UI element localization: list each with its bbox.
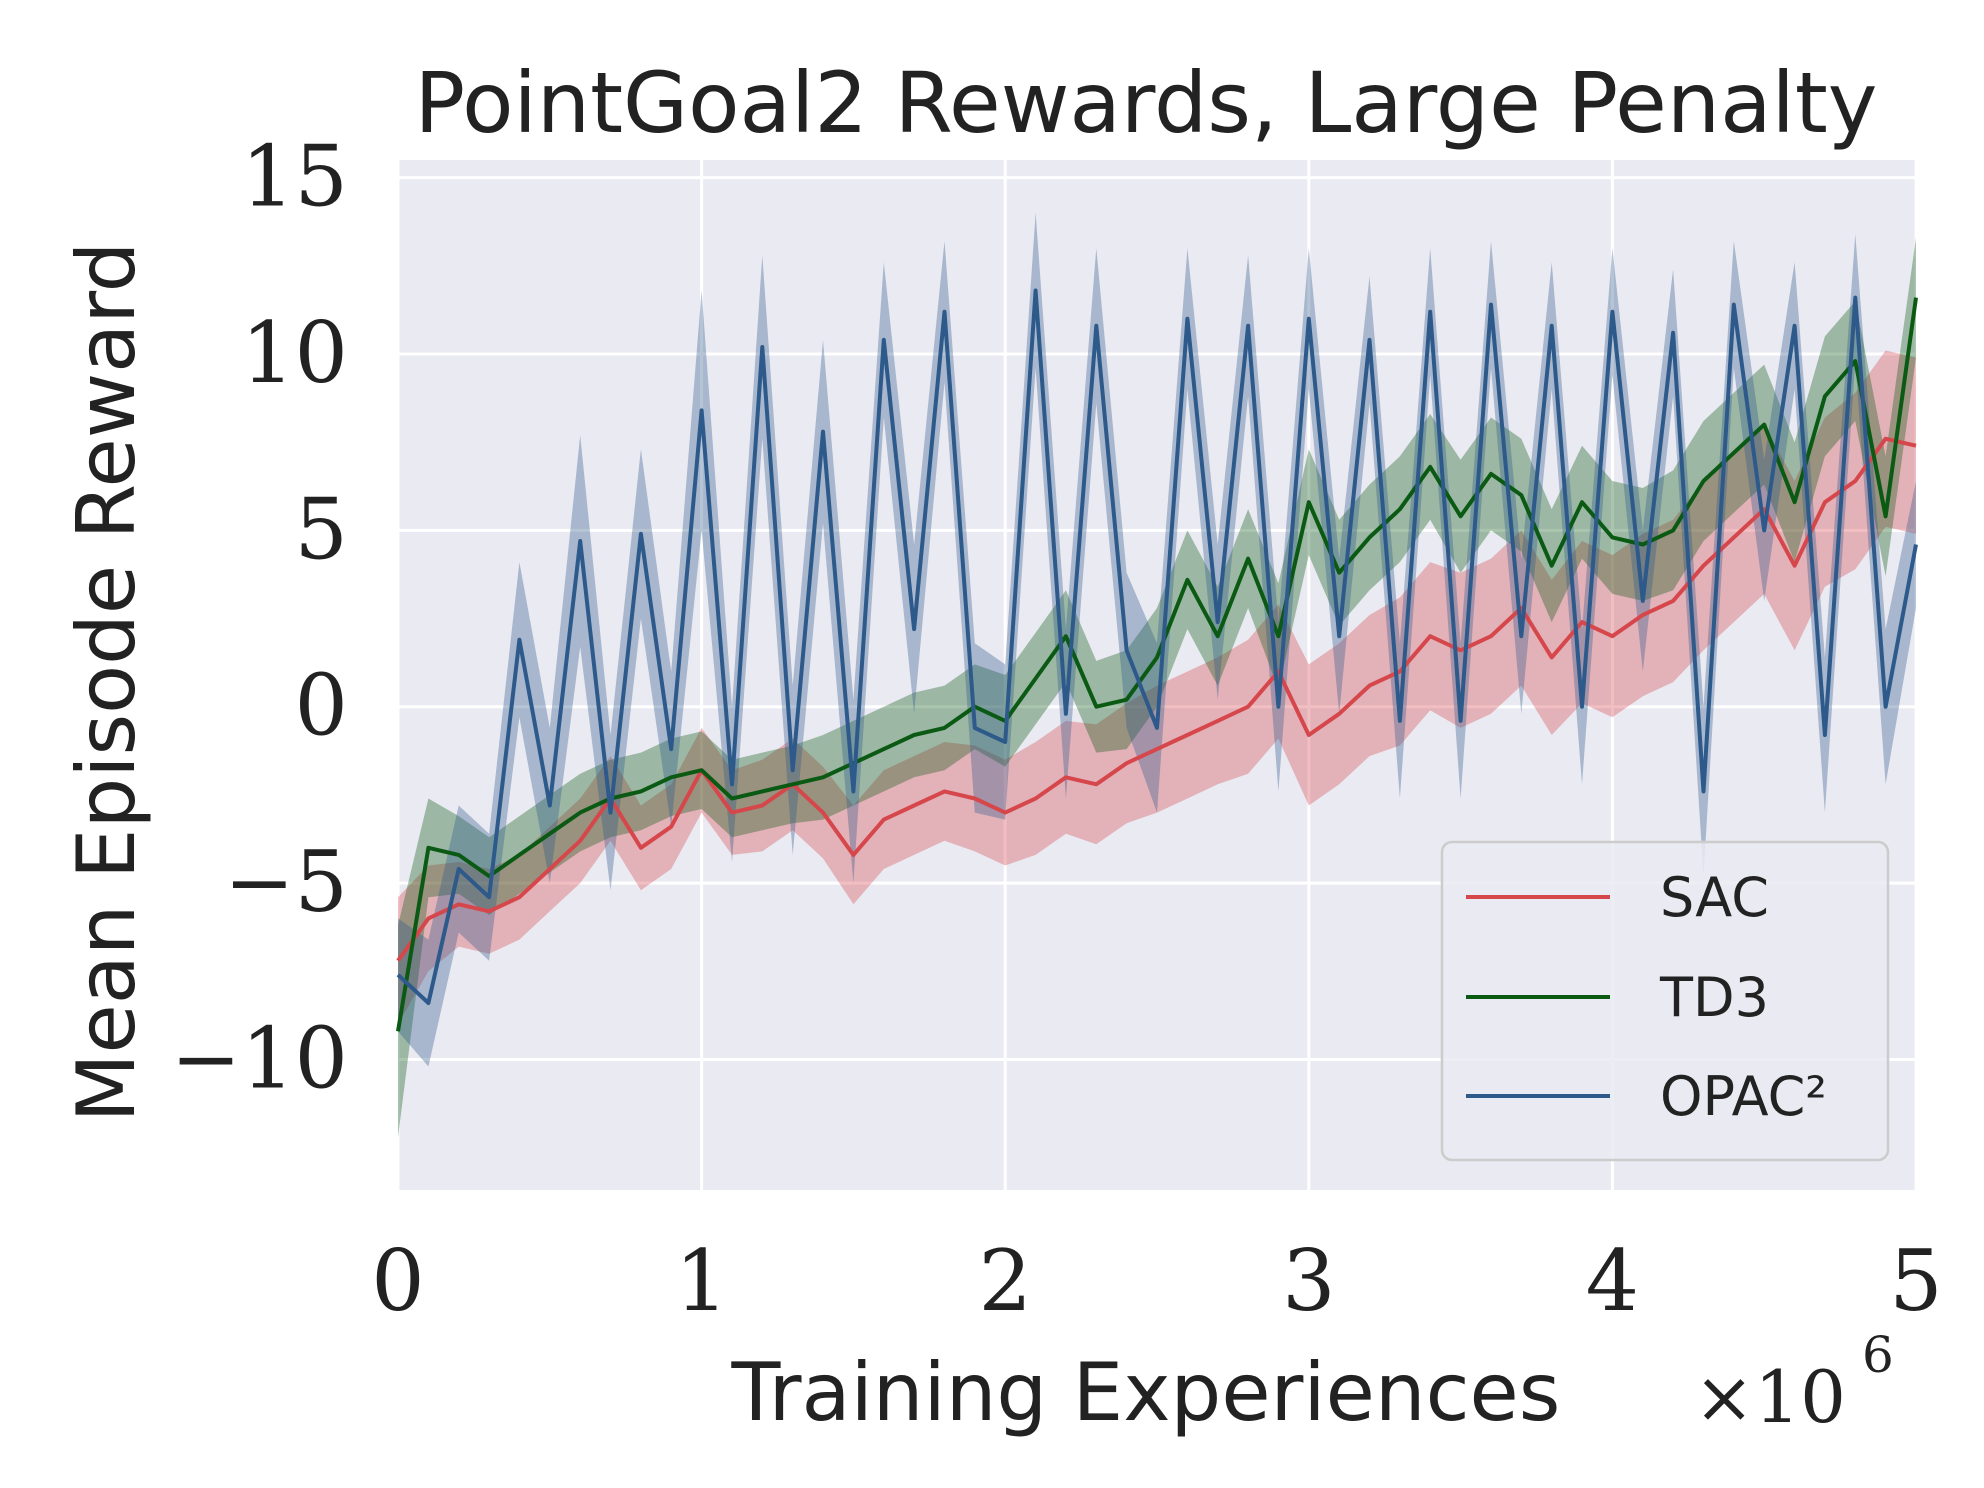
x-axis-ticks: 0 1 2 3 4 5 [371, 1232, 1942, 1330]
line-sac [396, 436, 1917, 962]
legend-box [1440, 840, 1890, 1162]
y-axis-label: Mean Episode Reward [60, 242, 153, 1123]
series-lines [396, 288, 1918, 1032]
line-opac [396, 288, 1918, 1005]
x-tick-label: 3 [1282, 1232, 1335, 1330]
x-multiplier-exponent: 6 [1862, 1326, 1894, 1384]
x-multiplier: ×10 6 [1694, 1326, 1894, 1439]
legend: SAC TD3 OPAC² [1440, 840, 1890, 1162]
y-tick-label: 10 [241, 304, 348, 402]
x-axis-label: Training Experiences [731, 1346, 1561, 1439]
y-tick-label: 0 [295, 657, 348, 755]
confidence-bands [398, 212, 1916, 1138]
x-multiplier-base: ×10 [1694, 1355, 1846, 1439]
legend-label-sac: SAC [1660, 866, 1769, 929]
y-tick-label: 5 [295, 480, 348, 578]
y-tick-label: −10 [171, 1009, 348, 1107]
y-tick-label: −5 [224, 833, 348, 931]
x-tick-label: 4 [1586, 1232, 1639, 1330]
x-tick-label: 5 [1889, 1232, 1942, 1330]
band-opac [398, 212, 1916, 1067]
y-tick-label: 15 [241, 128, 348, 226]
band-sac [398, 350, 1916, 1025]
legend-label-opac2: OPAC² [1660, 1065, 1827, 1128]
chart-title: PointGoal2 Rewards, Large Penalty [414, 54, 1877, 152]
legend-label-td3: TD3 [1659, 966, 1769, 1029]
x-tick-label: 2 [978, 1232, 1031, 1330]
y-axis-ticks: −10 −5 0 5 10 15 [171, 128, 348, 1108]
x-tick-label: 0 [371, 1232, 424, 1330]
band-td3 [398, 237, 1916, 1138]
x-tick-label: 1 [675, 1232, 728, 1330]
line-td3 [396, 297, 1918, 1032]
